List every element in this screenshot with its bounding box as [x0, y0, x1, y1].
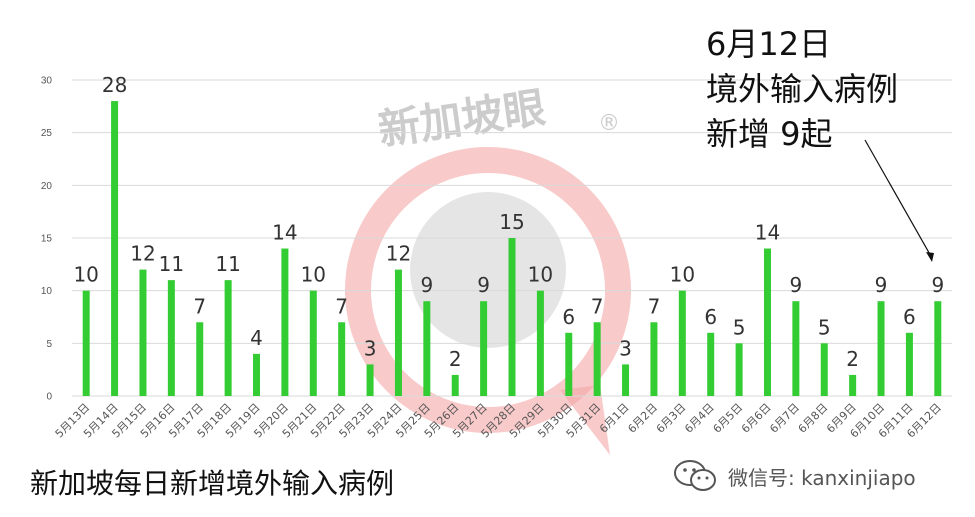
- bar: [792, 301, 800, 396]
- watermark-arrow: [560, 385, 610, 455]
- y-tick-label: 10: [41, 286, 53, 297]
- bar: [508, 238, 516, 396]
- data-label: 7: [648, 294, 661, 318]
- bar: [480, 301, 488, 396]
- watermark: 新加坡眼 ®: [345, 83, 631, 455]
- data-label: 28: [102, 73, 127, 97]
- x-tick-label: 6月7日: [767, 401, 802, 436]
- annotation-arrow: [864, 139, 934, 262]
- annotation-count: 新增 9起: [706, 115, 833, 153]
- data-label: 15: [499, 210, 524, 234]
- bar: [338, 322, 346, 396]
- x-tick-label: 6月4日: [682, 401, 717, 436]
- bar: [622, 364, 630, 396]
- data-label: 6: [704, 305, 717, 329]
- bar: [536, 290, 544, 396]
- watermark-disc: [410, 192, 566, 348]
- annotation-date: 6月12日: [706, 25, 832, 63]
- bar: [565, 332, 573, 396]
- y-tick-label: 5: [46, 339, 52, 350]
- data-label: 7: [193, 294, 206, 318]
- bar: [934, 301, 942, 396]
- y-axis-ticks: 0 5 10 15 20 25 30: [41, 76, 53, 403]
- y-tick-label: 30: [41, 76, 53, 87]
- data-label: 6: [903, 305, 916, 329]
- data-label: 4: [250, 326, 263, 350]
- x-tick-label: 6月6日: [739, 401, 774, 436]
- bar: [253, 353, 261, 396]
- data-label: 3: [619, 336, 632, 360]
- bar: [281, 248, 289, 396]
- watermark-ring: [345, 147, 631, 433]
- data-label: 6: [562, 305, 575, 329]
- bar: [139, 269, 147, 396]
- data-label: 11: [159, 252, 184, 276]
- y-tick-label: 15: [41, 234, 53, 245]
- x-tick-label: 6月8日: [796, 401, 831, 436]
- bar: [224, 280, 232, 396]
- data-label: 5: [733, 315, 746, 339]
- data-label: 9: [420, 273, 433, 297]
- data-label: 9: [875, 273, 888, 297]
- bar: [167, 280, 175, 396]
- data-label: 7: [591, 294, 604, 318]
- bar: [196, 322, 204, 396]
- data-label: 9: [477, 273, 490, 297]
- y-tick-label: 20: [41, 181, 53, 192]
- data-label: 14: [755, 221, 780, 245]
- bar: [849, 374, 857, 396]
- y-tick-label: 0: [46, 392, 52, 403]
- data-label: 5: [818, 315, 831, 339]
- bar: [309, 290, 317, 396]
- wechat-icon: [674, 460, 716, 491]
- bar: [763, 248, 771, 396]
- data-label: 10: [670, 263, 695, 287]
- annotation-subject: 境外输入病例: [706, 70, 899, 108]
- bar: [366, 364, 374, 396]
- x-tick-label: 6月3日: [654, 401, 689, 436]
- bar: [593, 322, 601, 396]
- data-label: 7: [335, 294, 348, 318]
- bars: [82, 101, 942, 397]
- bar: [905, 332, 913, 396]
- data-label: 2: [846, 347, 859, 371]
- chart-caption: 新加坡每日新增境外输入病例: [30, 467, 395, 500]
- annotation: 6月12日 境外输入病例 新增 9起: [706, 22, 898, 157]
- x-tick-label: 6月2日: [625, 401, 660, 436]
- bar: [877, 301, 885, 396]
- data-label: 2: [449, 347, 462, 371]
- data-label: 9: [790, 273, 803, 297]
- data-label: 3: [364, 336, 377, 360]
- bar: [394, 269, 402, 396]
- data-label: 12: [386, 242, 411, 266]
- data-label: 14: [272, 221, 297, 245]
- wechat-label: 微信号: kanxinjiapo: [728, 465, 916, 490]
- bar: [82, 290, 90, 396]
- bar: [735, 343, 743, 396]
- data-label: 9: [931, 273, 944, 297]
- x-tick-label: 6月5日: [711, 401, 746, 436]
- bar: [707, 332, 715, 396]
- bar: [451, 374, 459, 396]
- data-label: 10: [73, 263, 98, 287]
- bar: [820, 343, 828, 396]
- watermark-text: 新加坡眼: [375, 83, 548, 155]
- bar: [423, 301, 431, 396]
- data-label: 10: [528, 263, 553, 287]
- data-label: 11: [215, 252, 240, 276]
- wechat-id: 微信号: kanxinjiapo: [672, 458, 916, 494]
- data-label: 10: [301, 263, 326, 287]
- bar: [678, 290, 686, 396]
- watermark-registered: ®: [598, 111, 620, 136]
- bar: [111, 101, 119, 397]
- data-label: 12: [130, 242, 155, 266]
- y-tick-label: 25: [41, 128, 53, 139]
- bar: [650, 322, 658, 396]
